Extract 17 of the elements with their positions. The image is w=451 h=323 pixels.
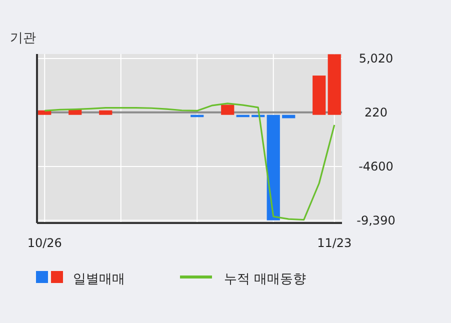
bar bbox=[221, 104, 234, 115]
bar bbox=[266, 114, 280, 220]
y-tick-label: 220 bbox=[364, 105, 388, 120]
bar bbox=[38, 110, 52, 115]
bar bbox=[328, 54, 341, 115]
x-tick-label: 11/23 bbox=[317, 236, 352, 250]
legend-label: 누적 매매동향 bbox=[224, 272, 306, 287]
x-tick-label: 10/26 bbox=[27, 236, 62, 250]
chart-title: 기관 bbox=[10, 31, 36, 46]
bar bbox=[312, 76, 326, 115]
y-tick-label: -4600 bbox=[358, 160, 394, 174]
legend-일별매매: 일별매매 bbox=[36, 271, 125, 287]
y-tick-label: -9,390 bbox=[356, 213, 396, 228]
legend-label: 일별매매 bbox=[73, 272, 125, 287]
bar bbox=[99, 110, 112, 115]
y-tick-label: 5,020 bbox=[358, 51, 394, 66]
line-series bbox=[44, 102, 336, 221]
